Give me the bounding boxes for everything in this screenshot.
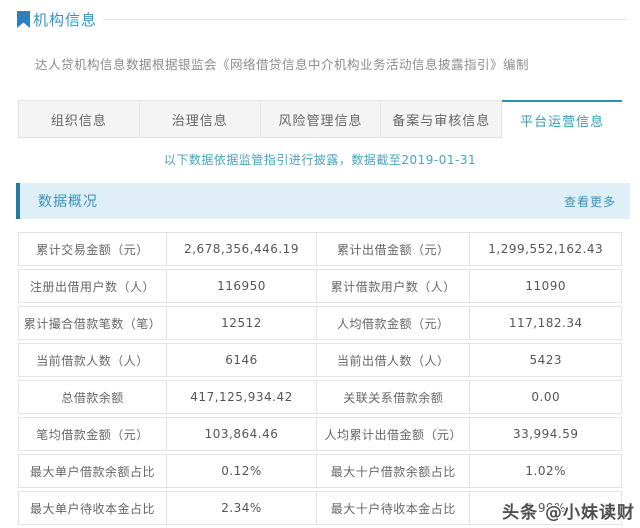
metric-value: 2,678,356,446.19 — [167, 233, 317, 265]
metric-value: 5423 — [529, 353, 562, 367]
table-row: 笔均借款金额（元） 103,864.46 人均累计出借金额（元） 33,994.… — [18, 417, 622, 451]
metric-value: 117,182.34 — [508, 316, 583, 330]
metric-label: 人均累计出借金额（元） — [317, 418, 471, 450]
data-overview-table: 累计交易金额（元） 2,678,356,446.19 累计出借金额（元） 1,2… — [18, 232, 622, 525]
table-row: 当前借款人数（人） 6146 当前出借人数（人） 5423 — [18, 343, 622, 377]
metric-value: 116950 — [167, 270, 317, 302]
metric-label: 累计撮合借款笔数（笔） — [19, 307, 168, 339]
tab-governance-info[interactable]: 治理信息 — [139, 100, 261, 138]
disclosure-notice: 以下数据依据监管指引进行披露，数据截至2019-01-31 — [163, 153, 477, 167]
metric-value: 8.99% — [525, 501, 567, 515]
metric-value: 1.02% — [525, 464, 567, 478]
compilation-note: 达人贷机构信息数据根据银监会《网络借贷信息中介机构业务活动信息披露指引》编制 — [35, 57, 530, 72]
metric-label: 总借款余额 — [19, 381, 168, 413]
metric-value: 33,994.59 — [512, 427, 579, 441]
metric-label: 累计交易金额（元） — [19, 233, 168, 265]
metric-label: 人均借款金额（元） — [317, 307, 471, 339]
metric-value: 12512 — [167, 307, 317, 339]
metric-label: 最大单户待收本金占比 — [19, 492, 168, 524]
page-header: 机构信息 — [0, 0, 640, 30]
table-row: 累计撮合借款笔数（笔） 12512 人均借款金额（元） 117,182.34 — [18, 306, 622, 340]
metric-label: 笔均借款金额（元） — [19, 418, 168, 450]
table-row: 最大单户借款余额占比 0.12% 最大十户借款余额占比 1.02% — [18, 454, 622, 488]
metric-label: 最大单户借款余额占比 — [19, 455, 168, 487]
tab-risk-management-info[interactable]: 风险管理信息 — [260, 100, 382, 138]
header-divider — [103, 19, 628, 20]
metric-label: 当前借款人数（人） — [19, 344, 168, 376]
metric-label: 最大十户借款余额占比 — [317, 455, 471, 487]
metric-value: 6146 — [167, 344, 317, 376]
section-title: 数据概况 — [38, 194, 98, 210]
metric-value: 0.12% — [167, 455, 317, 487]
table-row: 最大单户待收本金占比 2.34% 最大十户待收本金占比 8.99% — [18, 491, 622, 525]
metric-value: 103,864.46 — [167, 418, 317, 450]
metric-value: 417,125,934.42 — [167, 381, 317, 413]
watermark: 头条 @小妹读财 — [502, 503, 635, 523]
metric-label: 关联关系借款余额 — [317, 381, 471, 413]
tab-platform-operation-info[interactable]: 平台运营信息 — [502, 100, 622, 138]
view-more-link[interactable]: 查看更多 — [563, 194, 616, 209]
metric-value: 0.00 — [531, 390, 561, 404]
metric-label: 最大十户待收本金占比 — [317, 492, 471, 524]
metric-value: 2.34% — [167, 492, 317, 524]
metric-label: 累计借款用户数（人） — [317, 270, 471, 302]
table-row: 累计交易金额（元） 2,678,356,446.19 累计出借金额（元） 1,2… — [18, 232, 622, 266]
metric-label: 累计出借金额（元） — [317, 233, 471, 265]
info-tabs: 组织信息 治理信息 风险管理信息 备案与审核信息 平台运营信息 — [18, 100, 622, 138]
page-title: 机构信息 — [33, 11, 98, 29]
table-row: 注册出借用户数（人） 116950 累计借款用户数（人） 11090 — [18, 269, 622, 303]
metric-value: 1,299,552,162.43 — [488, 242, 604, 256]
metric-value: 11090 — [525, 279, 567, 293]
metric-label: 当前出借人数（人） — [317, 344, 471, 376]
bookmark-icon — [17, 11, 30, 28]
table-row: 总借款余额 417,125,934.42 关联关系借款余额 0.00 — [18, 380, 622, 414]
metric-label: 注册出借用户数（人） — [19, 270, 168, 302]
tab-filing-audit-info[interactable]: 备案与审核信息 — [381, 100, 503, 138]
data-overview-section-header: 数据概况 查看更多 — [16, 183, 630, 219]
tab-organization-info[interactable]: 组织信息 — [18, 100, 140, 138]
